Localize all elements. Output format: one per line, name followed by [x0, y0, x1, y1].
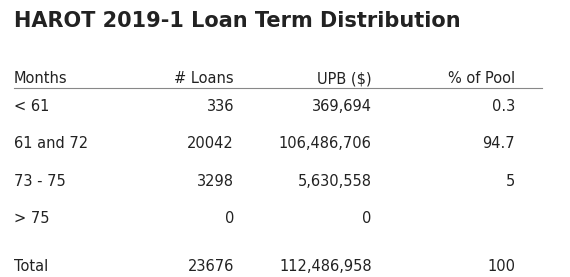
Text: 106,486,706: 106,486,706 [279, 136, 372, 152]
Text: 73 - 75: 73 - 75 [14, 174, 66, 189]
Text: 112,486,958: 112,486,958 [279, 259, 372, 274]
Text: 0: 0 [225, 211, 234, 226]
Text: 23676: 23676 [188, 259, 234, 274]
Text: > 75: > 75 [14, 211, 49, 226]
Text: 61 and 72: 61 and 72 [14, 136, 88, 152]
Text: 0: 0 [363, 211, 372, 226]
Text: HAROT 2019-1 Loan Term Distribution: HAROT 2019-1 Loan Term Distribution [14, 11, 461, 31]
Text: 5: 5 [506, 174, 515, 189]
Text: % of Pool: % of Pool [448, 71, 515, 86]
Text: UPB ($): UPB ($) [317, 71, 372, 86]
Text: 5,630,558: 5,630,558 [298, 174, 372, 189]
Text: 100: 100 [487, 259, 515, 274]
Text: Months: Months [14, 71, 67, 86]
Text: 369,694: 369,694 [312, 99, 372, 114]
Text: 3298: 3298 [197, 174, 234, 189]
Text: 336: 336 [206, 99, 234, 114]
Text: # Loans: # Loans [174, 71, 234, 86]
Text: < 61: < 61 [14, 99, 49, 114]
Text: 94.7: 94.7 [482, 136, 515, 152]
Text: 20042: 20042 [188, 136, 234, 152]
Text: Total: Total [14, 259, 48, 274]
Text: 0.3: 0.3 [492, 99, 515, 114]
